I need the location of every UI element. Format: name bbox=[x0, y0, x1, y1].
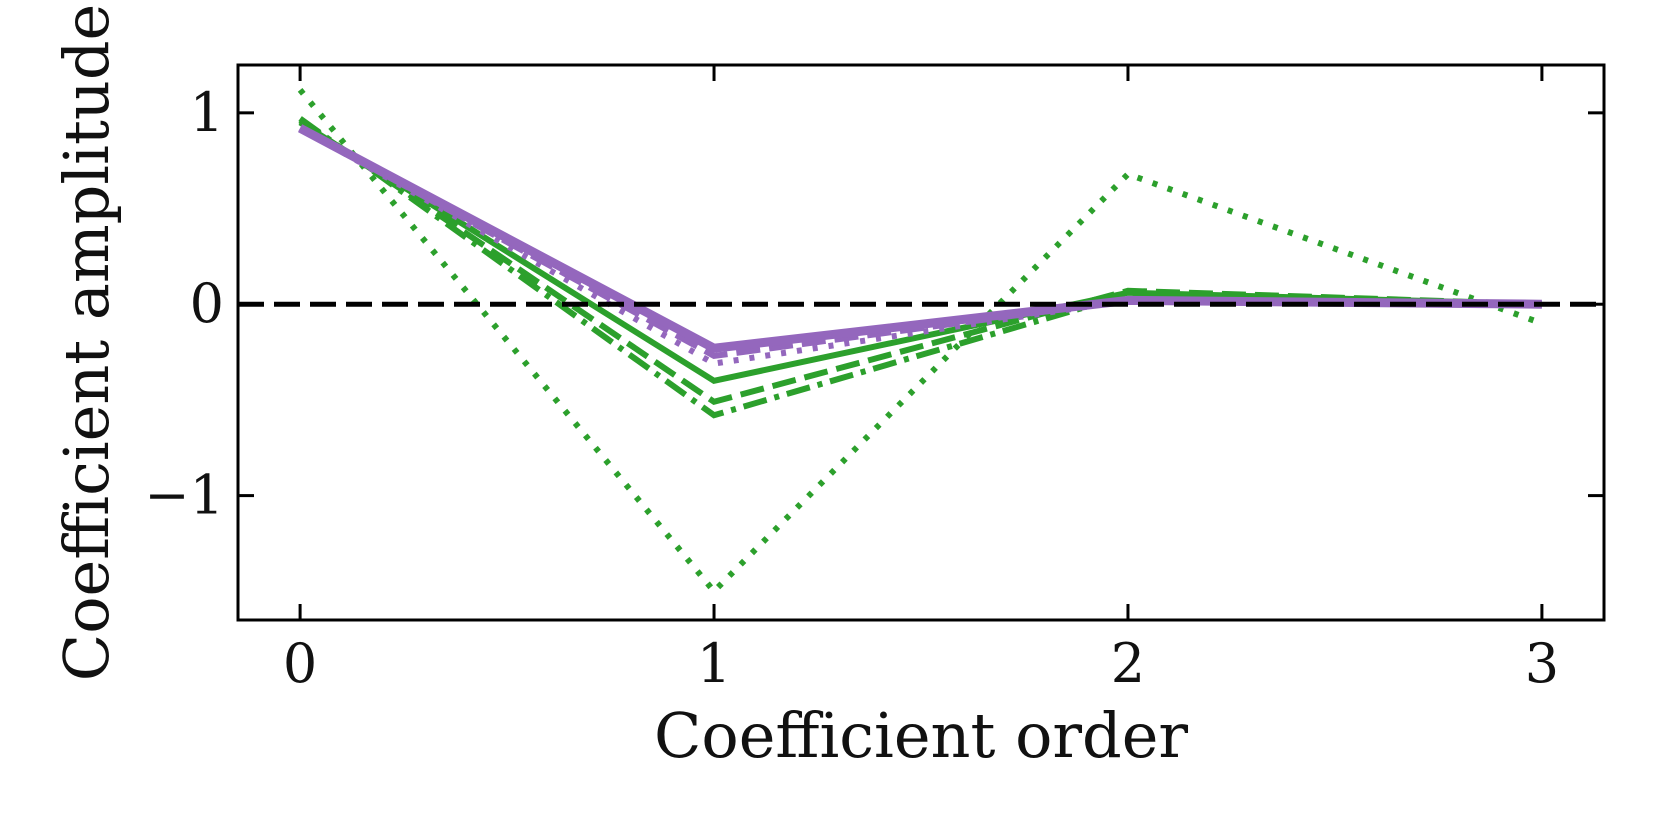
tick-layer: 0 1 2 3 −1 0 1 bbox=[144, 65, 1604, 695]
y-axis-label: Coefficient amplitude bbox=[50, 4, 123, 681]
y-tick-label: −1 bbox=[144, 464, 224, 527]
series-line-2 bbox=[298, 116, 1542, 419]
y-tick-label: 1 bbox=[190, 81, 224, 144]
series-layer bbox=[297, 87, 1543, 596]
x-tick-label: 1 bbox=[697, 632, 731, 695]
x-tick-label: 3 bbox=[1525, 632, 1559, 695]
series-line-1 bbox=[297, 87, 1543, 596]
plot-frame bbox=[236, 63, 1606, 622]
x-axis-label: Coefficient order bbox=[654, 699, 1188, 772]
series-line-3 bbox=[298, 118, 1542, 406]
x-tick-label: 2 bbox=[1111, 632, 1145, 695]
x-tick-label: 0 bbox=[283, 632, 317, 695]
y-tick-label: 0 bbox=[190, 272, 224, 335]
